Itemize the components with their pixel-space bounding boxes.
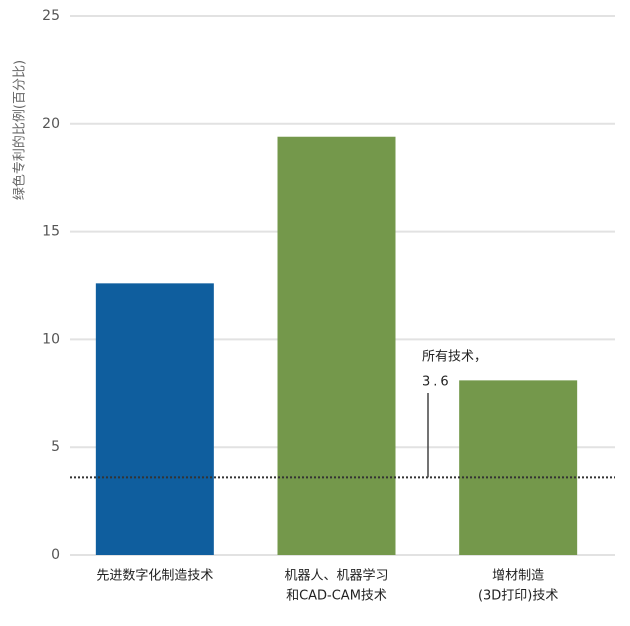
bar <box>459 380 578 555</box>
x-tick-label: 和CAD-CAM技术 <box>286 589 387 604</box>
y-tick-label: 20 <box>42 116 60 132</box>
x-tick-label: 增材制造 <box>492 569 544 584</box>
y-tick-label: 25 <box>42 8 60 24</box>
bar <box>277 136 396 555</box>
x-tick-label: (3D打印)技术 <box>478 589 558 604</box>
bar <box>95 283 214 555</box>
x-tick-label: 机器人、机器学习 <box>284 568 388 584</box>
y-tick-label: 15 <box>42 224 60 240</box>
y-tick-label: 5 <box>51 439 60 455</box>
y-axis-label: 绿色专利的比例(百分比) <box>12 60 28 200</box>
annotation-label: 所有技术， <box>422 350 487 365</box>
x-tick-label: 先进数字化制造技术 <box>96 569 213 584</box>
y-tick-label: 10 <box>42 331 60 347</box>
annotation-value: 3.6 <box>422 375 452 390</box>
y-tick-label: 0 <box>51 547 60 563</box>
